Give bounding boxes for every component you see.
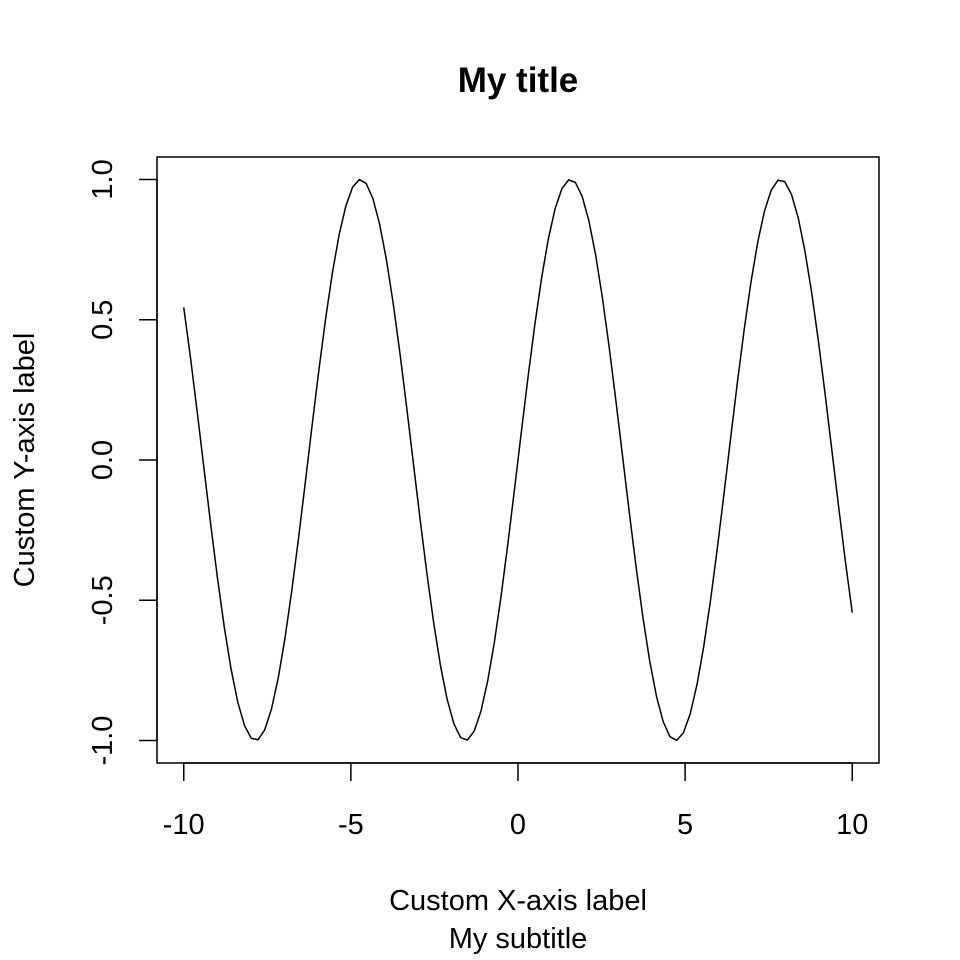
x-axis-label: Custom X-axis label	[389, 885, 647, 917]
y-tick-label: -0.5	[87, 575, 119, 625]
x-tick-label: -10	[163, 809, 205, 841]
x-tick-label: -5	[338, 809, 364, 841]
y-tick-label: 0.0	[87, 440, 119, 480]
y-tick-label: 1.0	[87, 159, 119, 199]
x-axis: -10 -5 0 5 10	[163, 762, 868, 841]
chart-title: My title	[458, 61, 579, 100]
y-tick-label: 0.5	[87, 300, 119, 340]
x-tick-label: 10	[836, 809, 868, 841]
series-line-sin	[182, 178, 854, 742]
chart-subtitle: My subtitle	[449, 923, 588, 955]
x-tick-label: 5	[677, 809, 693, 841]
x-tick-label: 0	[510, 809, 526, 841]
y-axis-label: Custom Y-axis label	[9, 333, 41, 588]
y-axis: -1.0 -0.5 0.0 0.5 1.0	[87, 159, 158, 766]
y-tick-label: -1.0	[87, 716, 119, 766]
